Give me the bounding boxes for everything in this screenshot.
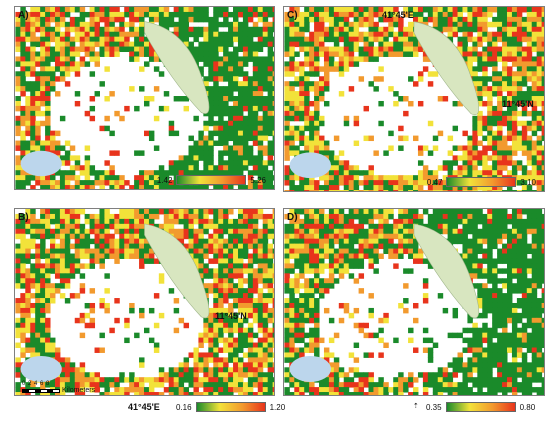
scale-bar: 0 2 4 6 8 Kilometers: [22, 381, 95, 394]
scale-bar-graphic: [22, 388, 60, 393]
north-arrow-icon: ⇡: [413, 403, 419, 410]
panel-label-b: B): [18, 212, 29, 223]
lon-label-c: 41°45'E: [382, 10, 414, 20]
water-body-shape: [289, 152, 332, 179]
legend-a: 1.42 5.26: [157, 175, 266, 185]
scale-bar-ticks: 0 2 4 6 8: [22, 381, 50, 387]
lat-label-b: 11°45'N: [215, 311, 247, 321]
legend-colorbar-d: [445, 402, 516, 412]
legend-colorbar-b: [195, 402, 266, 412]
map-raster-d: [284, 209, 544, 395]
water-body-shape: [20, 150, 62, 177]
panel-label-d: D): [287, 212, 298, 223]
scale-bar-unit: Kilometers: [62, 387, 96, 394]
legend-c: 0.47 3.10: [427, 177, 536, 187]
lake-shape: [413, 21, 480, 116]
lake-shape: [413, 223, 480, 319]
panel-label-a: A): [18, 10, 29, 21]
legend-max-d: 0.80: [519, 402, 536, 412]
legend-max-b: 1.20: [269, 402, 286, 412]
legend-b: 0.16 1.20: [176, 402, 285, 412]
lon-label-b: 41°45'E: [128, 402, 160, 412]
legend-max-c: 3.10: [520, 177, 536, 187]
panel-label-c: C): [287, 10, 298, 21]
map-panel-c: C) 41°45'E 11°45'N 0.47 3.10: [283, 6, 545, 192]
legend-min-d: 0.35: [426, 402, 442, 412]
legend-min-a: 1.42: [156, 175, 173, 185]
legend-max-a: 5.26: [250, 175, 266, 185]
lake-shape: [144, 223, 210, 319]
legend-min-c: 0.47: [426, 177, 443, 187]
lake-shape: [144, 21, 210, 114]
legend-d: 0.35 0.80: [426, 402, 535, 412]
legend-colorbar-c: [446, 177, 517, 187]
map-raster-b: [15, 209, 274, 395]
legend-colorbar-a: [176, 175, 247, 185]
map-panel-a: A) 1.42 5.26: [14, 6, 275, 190]
lat-label-c: 11°45'N: [502, 99, 534, 109]
water-body-shape: [289, 355, 332, 382]
legend-min-b: 0.16: [176, 402, 192, 412]
map-panel-b: B) 11°45'N: [14, 208, 275, 396]
map-panel-d: D): [283, 208, 545, 396]
water-body-shape: [20, 355, 62, 382]
map-raster-a: [15, 7, 274, 189]
